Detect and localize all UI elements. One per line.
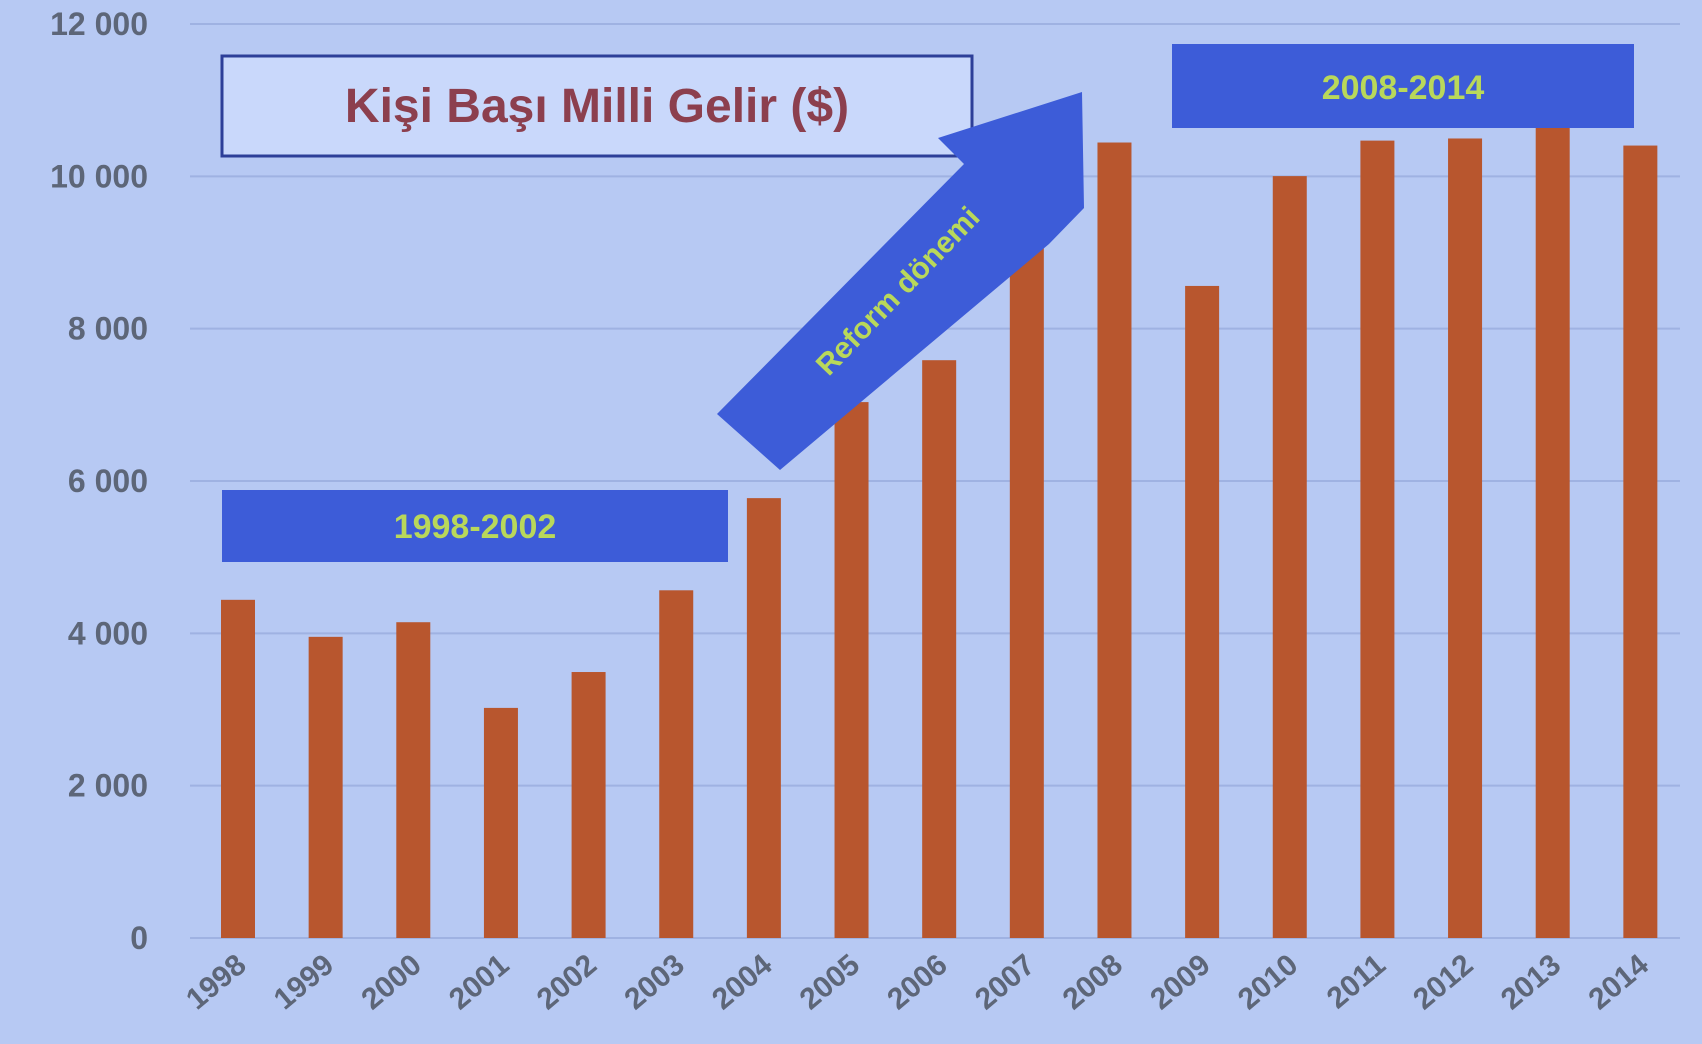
x-tick-label: 2013 [1495,948,1567,1016]
bar-2007 [1009,233,1044,938]
x-tick-label: 2005 [794,948,866,1016]
x-tick-label: 2011 [1321,948,1392,1015]
bar-1999 [308,636,343,938]
bar-2006 [922,360,957,938]
bar-2010 [1272,176,1307,938]
x-tick-label: 2006 [881,948,953,1016]
x-tick-label: 2014 [1583,948,1656,1016]
x-tick-label: 2002 [531,948,603,1016]
bar-2002 [571,672,606,938]
x-tick-label: 2001 [443,948,515,1016]
bar-2005 [834,402,869,939]
y-tick-label: 4 000 [68,615,148,651]
bar-2008 [1097,142,1132,939]
y-tick-label: 0 [130,920,148,956]
bar-1998 [221,599,255,938]
bar-2011 [1360,140,1395,939]
y-tick-label: 10 000 [50,158,148,194]
bar-2000 [396,622,431,938]
x-tick-label: 2009 [1144,948,1216,1016]
bars [221,113,1658,939]
x-tick-label: 2003 [618,948,690,1016]
bar-2003 [659,590,694,938]
reform-arrow-shape [717,92,1084,470]
bar-2014 [1623,145,1658,938]
title-box: Kişi Başı Milli Gelir ($) [220,54,974,158]
title-text: Kişi Başı Milli Gelir ($) [345,80,849,133]
bar-2009 [1185,285,1220,939]
x-tick-label: 2000 [355,948,427,1016]
y-axis-ticks: 0 2 000 4 000 6 000 8 000 10 000 12 000 [50,6,148,956]
y-tick-label: 6 000 [68,463,148,499]
y-tick-label: 12 000 [50,6,148,42]
y-tick-label: 2 000 [68,768,148,804]
x-tick-label: 2004 [706,948,779,1016]
x-tick-label: 1999 [268,948,340,1016]
banner-2008-2014: 2008-2014 [1172,44,1634,128]
x-tick-label: 1998 [180,948,252,1016]
bar-2004 [746,498,781,938]
x-tick-label: 2007 [969,948,1041,1016]
banner-1998-2002: 1998-2002 [222,490,728,562]
x-tick-label: 2010 [1232,948,1304,1016]
y-tick-label: 8 000 [68,311,148,347]
x-tick-label: 2008 [1057,948,1129,1016]
banner-1998-2002-label: 1998-2002 [394,508,557,546]
x-axis-ticks: 1998 1999 2000 2001 2002 2003 2004 2005 2006 2007… [180,948,1655,1016]
x-tick-label: 2012 [1407,948,1479,1016]
bar-2001 [483,707,518,938]
bar-2012 [1448,138,1483,938]
bar-2013 [1535,113,1570,938]
banner-2008-2014-label: 2008-2014 [1322,69,1485,107]
